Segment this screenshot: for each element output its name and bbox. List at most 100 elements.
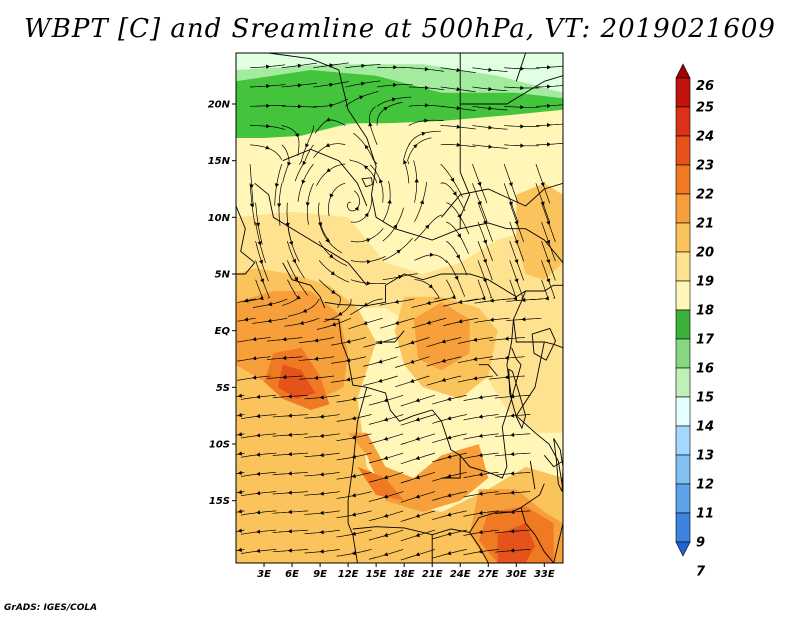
wbpt-region-17 (236, 70, 563, 138)
streamline-arrow (287, 490, 292, 495)
country-boundary (441, 455, 461, 479)
streamline-arrow (488, 86, 493, 92)
streamline-arrow (366, 281, 371, 286)
streamline-arrow (319, 472, 324, 477)
lat-tick-label: 20N (208, 100, 231, 111)
country-boundary (553, 523, 563, 563)
streamline-arrow (546, 239, 551, 245)
streamline-arrow (425, 224, 430, 229)
streamline-arrow (472, 376, 478, 381)
streamline-arrow (504, 375, 509, 380)
streamline-arrow (508, 201, 513, 206)
streamline-arrow (387, 199, 392, 204)
streamline-arrow (364, 212, 369, 218)
streamline-arrow (510, 413, 515, 418)
map-frame (235, 52, 564, 564)
streamline-arrow (363, 165, 369, 170)
streamline-arrow (252, 337, 257, 342)
streamline-arrow (478, 433, 483, 438)
streamline-arrow (378, 378, 383, 383)
streamline-arrow (319, 510, 324, 515)
streamline-arrow (477, 201, 482, 206)
streamline-arrow (256, 529, 261, 534)
streamline-arrow (329, 103, 334, 108)
streamline-arrow (363, 302, 369, 307)
streamline-arrow (424, 66, 429, 72)
streamline-arrow (483, 220, 488, 225)
streamline-arrow (456, 254, 460, 259)
streamline-arrow (267, 301, 273, 307)
streamline-arrow (305, 143, 310, 148)
country-boundary (529, 460, 536, 490)
colorbar-label: 22 (696, 188, 714, 203)
streamline-arrow (415, 455, 420, 460)
streamline-arrow (456, 106, 461, 111)
streamline-arrow (415, 398, 420, 403)
wbpt-region-21 (236, 291, 349, 399)
lon-tick-label: 21E (422, 569, 443, 580)
country-boundary (324, 318, 514, 479)
streamline-arrow (319, 491, 324, 496)
streamline-arrow (260, 278, 265, 283)
streamline-arrow (383, 455, 389, 460)
colorbar-swatch (675, 193, 691, 224)
streamline-arrow (447, 512, 452, 517)
country-boundary (441, 182, 563, 218)
colorbar-label: 20 (696, 246, 714, 261)
streamline-arrow (294, 133, 299, 138)
streamline-arrow (403, 159, 408, 165)
colorbar-swatch (675, 135, 691, 166)
streamline-arrow (508, 182, 513, 187)
streamline-arrow (488, 144, 493, 149)
streamline-arrow (319, 414, 324, 419)
streamline-arrow (540, 182, 545, 187)
streamline-arrow (504, 355, 509, 360)
streamline-arrow (394, 320, 400, 325)
streamline-arrow (458, 319, 463, 324)
streamline-arrow (488, 125, 493, 130)
streamline-arrow (351, 473, 356, 479)
streamline-arrow (255, 222, 261, 227)
streamline-arrow (252, 375, 257, 380)
streamline-arrow (447, 454, 452, 459)
streamline-arrow (301, 179, 306, 185)
colorbar-label: 19 (696, 275, 714, 290)
streamline-arrow (413, 144, 418, 149)
streamline-arrow (383, 513, 389, 518)
streamline-arrow (252, 356, 257, 361)
streamline-arrow (478, 510, 483, 515)
wbpt-region-15 (236, 53, 563, 93)
streamline-arrow (513, 296, 518, 301)
colorbar-label: 17 (696, 333, 715, 348)
lon-tick-label: 30E (506, 569, 527, 580)
streamline-arrow (540, 201, 545, 206)
wbpt-region-23 (497, 523, 535, 563)
streamline-arrow (483, 239, 488, 245)
lon-tick-label: 15E (366, 569, 387, 580)
streamline-arrow (297, 83, 302, 88)
streamline-arrow (274, 183, 279, 188)
streamline-arrow (259, 296, 264, 301)
streamline-arrow (520, 124, 525, 129)
colorbar-swatch (675, 483, 691, 514)
streamline-arrow (287, 413, 292, 418)
lakes (361, 177, 563, 492)
streamline-arrow (287, 529, 292, 534)
streamline-arrow (329, 82, 334, 87)
lake-outline (531, 327, 556, 361)
colorbar-label: 14 (696, 420, 714, 435)
streamline-arrow (393, 65, 398, 70)
streamline-arrow (457, 233, 461, 238)
streamline-arrow (319, 433, 324, 438)
colorbar-label: 12 (696, 478, 714, 493)
streamline-arrow (415, 436, 420, 441)
streamline-arrow (447, 435, 452, 440)
lon-tick-label: 12E (338, 569, 359, 580)
colorbar-label: 23 (696, 159, 714, 174)
streamline-arrow (314, 356, 319, 361)
country-boundary (520, 507, 555, 563)
streamline-arrow (547, 103, 551, 108)
streamline-arrow (354, 206, 359, 211)
streamline-arrow (478, 453, 483, 458)
